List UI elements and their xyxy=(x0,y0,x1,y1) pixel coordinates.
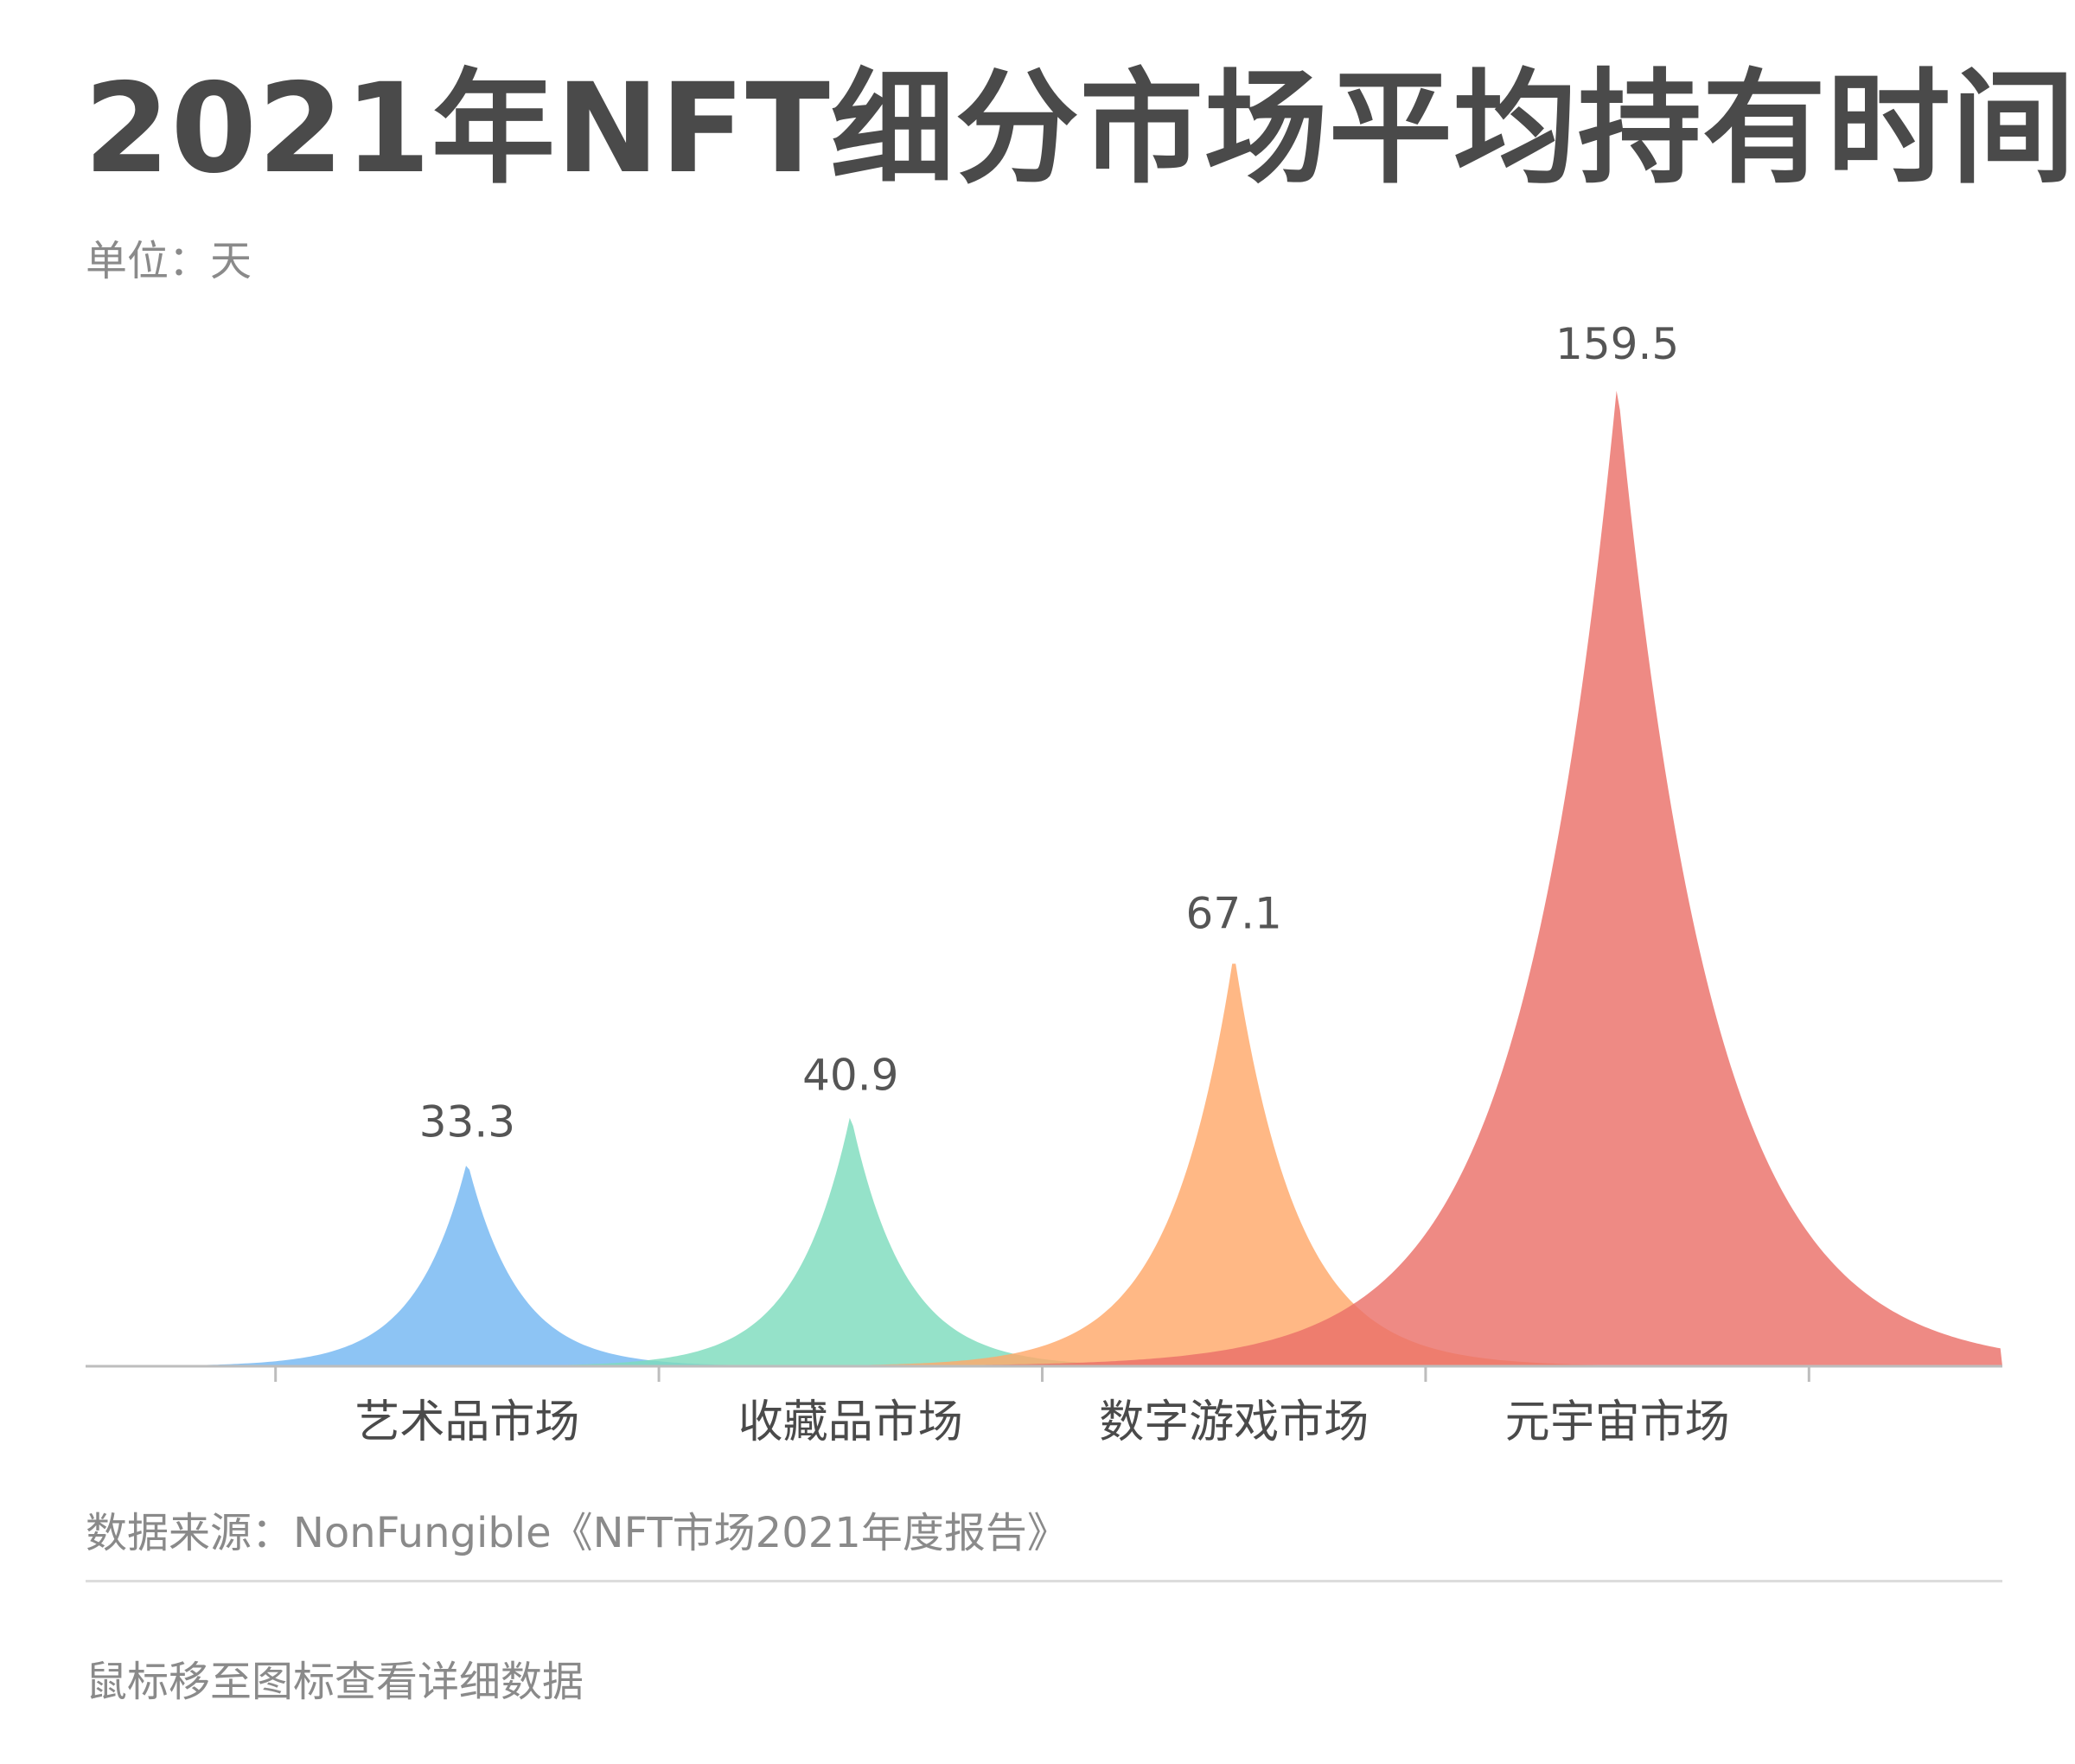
hover-hint: 鼠标移至图标查看详细数据 xyxy=(86,1658,584,1706)
value-label-1: 33.3 xyxy=(419,1097,515,1147)
category-label-3: 数字游戏市场 xyxy=(1099,1396,1369,1448)
divider xyxy=(86,1580,2002,1582)
spike-4[interactable] xyxy=(523,390,2003,1366)
spike-2[interactable] xyxy=(230,1117,1471,1366)
unit-label: 单位：天 xyxy=(86,237,252,285)
category-label-4: 元宇宙市场 xyxy=(1505,1396,1730,1448)
value-label-3: 67.1 xyxy=(1186,889,1282,939)
value-label-2: 40.9 xyxy=(802,1050,898,1100)
data-source: 数据来源：NonFungible《NFT市场2021年度报告》 xyxy=(86,1509,1069,1557)
spike-3[interactable] xyxy=(509,963,1959,1367)
category-label-2: 收藏品市场 xyxy=(738,1396,963,1448)
category-label-1: 艺术品市场 xyxy=(354,1396,579,1448)
chart-title: 2021年NFT细分市场平均持有时间 xyxy=(84,56,2075,201)
value-label-4: 159.5 xyxy=(1555,319,1679,369)
